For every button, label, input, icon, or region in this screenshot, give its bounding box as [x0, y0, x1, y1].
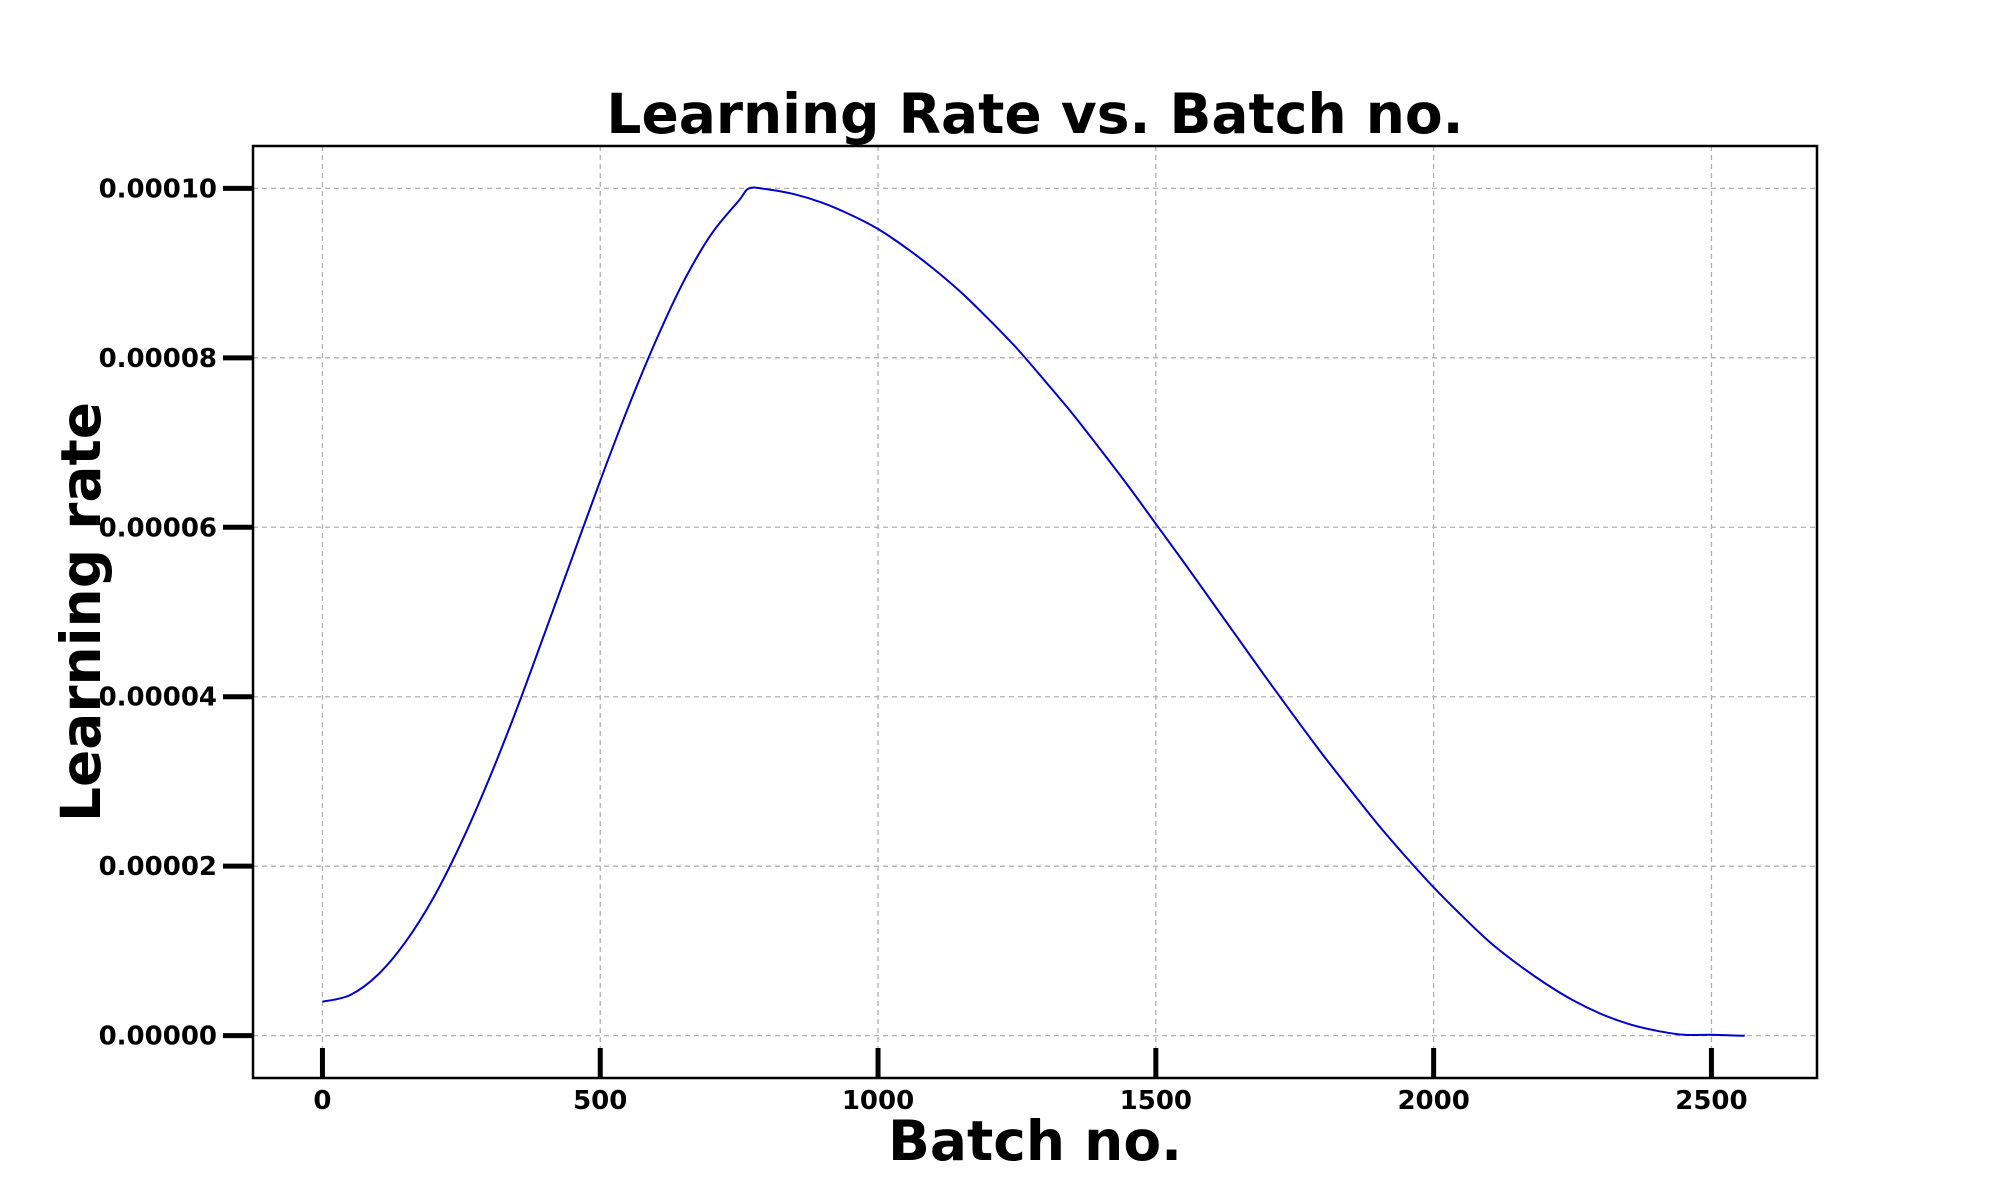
y-tick-label: 0.00004 — [99, 683, 217, 713]
series-layer — [322, 186, 1745, 1037]
x-axis-ticks: 0 500 1000 1500 2000 2500 — [313, 1048, 1748, 1116]
x-tick-label: 500 — [573, 1086, 627, 1116]
x-tick-label: 0 — [313, 1086, 331, 1116]
x-tick-label: 2000 — [1397, 1086, 1469, 1116]
y-tick-label: 0.00008 — [99, 344, 217, 374]
y-tick-label: 0.00000 — [99, 1022, 217, 1052]
x-tick-label: 1000 — [842, 1086, 914, 1116]
y-axis-label: Learning rate — [49, 402, 113, 822]
grid — [253, 146, 1817, 1078]
y-tick-label: 0.00010 — [99, 174, 217, 204]
chart-title: Learning Rate vs. Batch no. — [606, 82, 1463, 146]
y-tick-label: 0.00006 — [99, 513, 217, 543]
x-tick-label: 1500 — [1120, 1086, 1192, 1116]
learning-rate-line — [322, 186, 1745, 1037]
y-tick-label: 0.00002 — [99, 852, 217, 882]
y-axis-ticks: 0.00000 0.00002 0.00004 0.00006 0.00008 0.000… — [99, 174, 253, 1052]
x-axis-label: Batch no. — [888, 1109, 1182, 1173]
x-tick-label: 2500 — [1675, 1086, 1747, 1116]
plot-area-frame — [251, 144, 1819, 1080]
